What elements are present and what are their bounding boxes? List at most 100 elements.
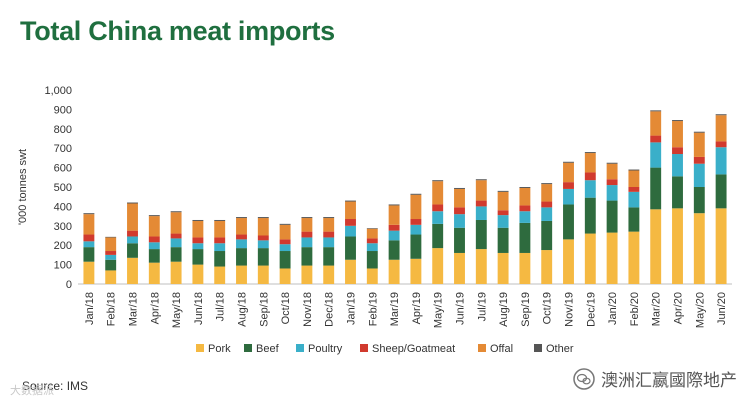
x-tick-label: Jan/18 [84,292,96,325]
bar-segment-pork [148,262,160,284]
bar-segment-poultry [563,188,574,205]
bar-segment-poultry [170,238,182,248]
bar-segment-offal [214,220,226,238]
bar-segment-other [454,187,465,189]
y-tick-label: 400 [54,201,72,213]
bar-segment-offal [388,205,400,225]
bar-segment-other [432,180,444,182]
bar-segment-offal [83,214,95,235]
bar-segment-poultry [105,254,117,260]
bar-segment-beef [715,174,727,209]
bar-segment-beef [519,222,531,253]
bar-segment-beef [410,234,422,259]
bar-segment-other [214,219,226,221]
bar-segment-beef [497,227,509,253]
bars [83,110,727,284]
bar-segment-other [366,228,378,229]
bar-segment-poultry [715,147,727,175]
bar-segment-pork [563,239,574,284]
bar-segment-other [606,162,618,164]
bar-segment-pork [628,231,640,284]
bar-segment-poultry [454,214,465,228]
bar-segment-sheep-goatmeat [606,179,618,186]
bar-segment-offal [410,194,422,220]
x-tick-label: Feb/18 [106,292,118,326]
x-tick-label: Aug/18 [237,292,249,327]
x-tick-label: Apr/18 [149,292,161,324]
wechat-icon [573,367,595,390]
bar-segment-poultry [257,240,269,249]
bar-segment-offal [148,216,160,237]
bar-segment-other [672,120,683,122]
bar-segment-offal [497,191,509,211]
bar-segment-pork [388,259,400,284]
source-note: Source: IMS [22,379,89,393]
bar-segment-poultry [192,243,204,250]
bar-segment-other [192,219,204,221]
bar-segment-pork [454,252,465,284]
bar-segment-sheep-goatmeat [105,251,117,255]
x-tick-label: Aug/19 [498,292,510,327]
bar-segment-offal [301,218,313,232]
bar-segment-sheep-goatmeat [257,235,269,241]
bar-segment-poultry [628,191,640,208]
bar-segment-beef [148,249,160,263]
bar-segment-other [584,152,596,154]
watermark-right-text: 澳洲汇嬴國際地产 [601,371,737,391]
bar-segment-other [83,213,95,215]
x-tick-label: Jul/18 [215,292,227,321]
x-tick-label: Feb/19 [367,292,379,326]
bar-segment-other [497,190,509,192]
bar-segment-sheep-goatmeat [127,230,138,237]
bar-segment-offal [366,228,378,239]
y-tick-labels: 0 100 200 300 400 500 600 700 800 900 1,000 [44,85,72,291]
x-tick-label: Mar/20 [651,292,663,326]
x-tick-label: Jun/20 [716,292,728,325]
bar-segment-beef [257,248,269,266]
legend-label-sheep-goatmeat: Sheep/Goatmeat [372,343,455,355]
bar-segment-other [693,131,705,133]
bar-segment-poultry [279,244,291,252]
bar-segment-other [236,217,247,219]
bar-segment-sheep-goatmeat [715,141,727,148]
bar-segment-pork [497,252,509,284]
bar-segment-offal [345,201,356,220]
bar-segment-beef [192,249,204,265]
bar-segment-beef [563,204,574,240]
bar-segment-offal [672,121,683,148]
x-tick-label: Sep/18 [258,292,270,327]
bar-segment-sheep-goatmeat [301,231,313,238]
legend-label-other: Other [546,343,574,355]
y-axis-label: '000 tonnes swt [17,149,29,225]
bar-segment-beef [541,220,553,251]
legend-swatch-beef [244,344,252,352]
bar-segment-beef [454,227,465,253]
bar-segment-offal [475,180,487,201]
bar-segment-offal [257,218,269,236]
bar-segment-beef [214,251,226,267]
bar-segment-offal [693,132,705,157]
bar-segment-poultry [693,163,705,187]
bar-segment-poultry [301,237,313,248]
legend-label-poultry: Poultry [308,343,343,355]
bar-segment-poultry [345,225,356,237]
bar-segment-beef [323,247,335,266]
bar-segment-sheep-goatmeat [475,200,487,207]
bar-segment-beef [475,219,487,250]
bar-segment-sheep-goatmeat [279,239,291,245]
bar-segment-offal [279,224,291,240]
legend-swatch-pork [196,344,204,352]
bar-segment-sheep-goatmeat [236,234,247,240]
y-tick-label: 700 [54,143,72,155]
bar-segment-pork [192,264,204,284]
bar-segment-beef [672,176,683,209]
bar-segment-offal [105,237,117,252]
bar-segment-offal [236,218,247,235]
bar-segment-sheep-goatmeat [345,219,356,226]
x-tick-label: Jun/18 [193,292,205,325]
bar-segment-beef [693,187,705,214]
x-tick-label: Dec/18 [324,292,336,327]
bar-segment-beef [584,197,596,234]
legend-swatch-other [534,344,542,352]
bar-segment-other [301,217,313,219]
